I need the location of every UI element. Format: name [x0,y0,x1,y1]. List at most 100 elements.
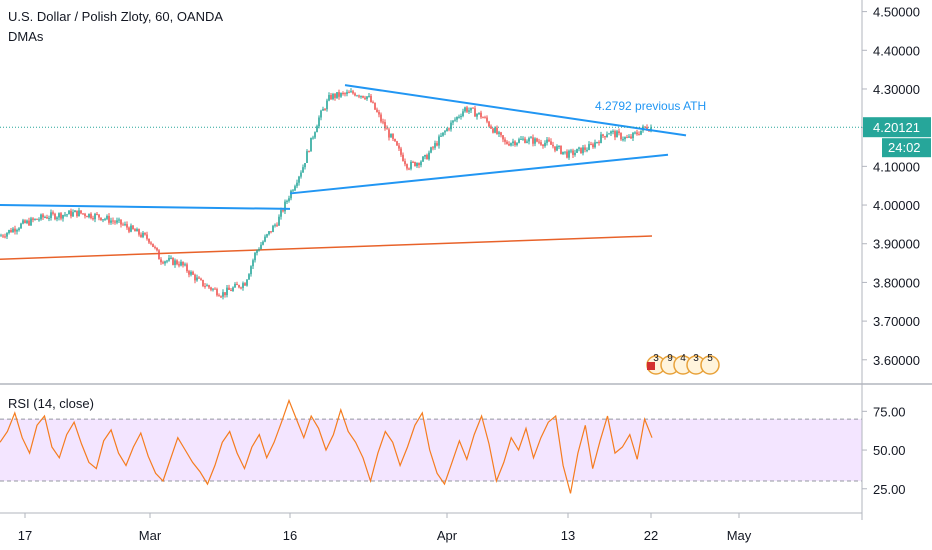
candle [610,131,612,134]
candle [312,137,314,139]
candle [486,117,488,122]
candle [104,218,106,220]
rsi-tick-label: 25.00 [873,482,906,497]
candle [166,260,168,262]
candle [502,135,504,140]
candle [280,210,282,217]
candle [316,126,318,133]
candle [328,95,330,101]
candle [434,143,436,148]
candle [60,213,62,219]
candle [450,122,452,130]
candle [118,219,120,221]
candle [216,289,218,296]
candle [420,161,422,166]
candle [46,217,48,219]
candle [296,182,298,187]
y-tick-label: 3.60000 [873,353,920,368]
candle [554,146,556,151]
candle [592,144,594,148]
candle [332,93,334,100]
candle [576,148,578,153]
candle [182,261,184,266]
candle [70,210,72,217]
candle [152,243,154,247]
candle [352,91,354,94]
candle [170,257,172,259]
candle [134,229,136,232]
candle [184,264,186,266]
candle [34,218,36,220]
candle [90,213,92,219]
candle [336,92,338,98]
candle [608,133,610,135]
y-tick-label: 4.40000 [873,43,920,58]
candle [158,250,160,260]
x-tick-label: May [727,528,752,543]
candle [84,213,86,217]
candle [58,213,60,218]
candle [108,215,110,223]
candle [512,141,514,144]
candle [364,97,366,99]
candle [106,215,108,219]
rsi-tick-label: 75.00 [873,404,906,419]
y-tick-label: 4.10000 [873,159,920,174]
candle [310,137,312,152]
candle [226,287,228,296]
candle [326,100,328,110]
candle [242,283,244,288]
candle [442,132,444,136]
candle [140,234,142,237]
candle [390,134,392,138]
candle [544,142,546,147]
candle [370,95,372,103]
candle [560,145,562,155]
candle [356,95,358,97]
candle [340,93,342,97]
candle [176,260,178,265]
candle [474,108,476,117]
rsi-label: RSI (14, close) [8,396,94,411]
candle [214,288,216,290]
candle [126,224,128,228]
candle [86,216,88,218]
event-marker-label: 3 [693,353,699,364]
candle [30,218,32,226]
candle [616,131,618,138]
candle [54,213,56,220]
candle [584,147,586,150]
candle [530,137,532,139]
candle [484,117,486,119]
candle [174,260,176,265]
candle [540,142,542,145]
candle [324,108,326,110]
candle [248,274,250,280]
x-tick-label: Mar [139,528,162,543]
candle [514,141,516,146]
rsi-line [0,398,653,494]
candle [194,274,196,281]
candle [246,279,248,286]
candle [522,138,524,140]
candle [400,148,402,155]
candle [36,218,38,220]
candle [28,220,30,226]
candle [74,210,76,213]
candle [618,131,620,134]
candle [384,122,386,129]
candle [516,142,518,146]
candle [282,210,284,212]
candle [528,138,530,142]
candle [12,228,14,233]
candle [314,132,316,138]
candle [330,95,332,100]
candle [112,220,114,222]
candle [624,137,626,140]
candle [102,219,104,221]
candle [634,132,636,134]
candle [414,162,416,167]
candle [138,229,140,235]
candle [76,210,78,217]
